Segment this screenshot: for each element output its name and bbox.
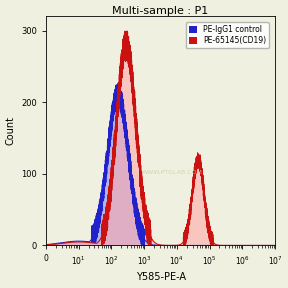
Title: Multi-sample : P1: Multi-sample : P1 (112, 5, 209, 16)
Text: WWW.PTGLAB.COM: WWW.PTGLAB.COM (141, 170, 202, 175)
X-axis label: Y585-PE-A: Y585-PE-A (136, 272, 185, 283)
Y-axis label: Count: Count (5, 116, 16, 145)
Legend: PE-IgG1 control, PE-65145(CD19): PE-IgG1 control, PE-65145(CD19) (186, 22, 269, 48)
